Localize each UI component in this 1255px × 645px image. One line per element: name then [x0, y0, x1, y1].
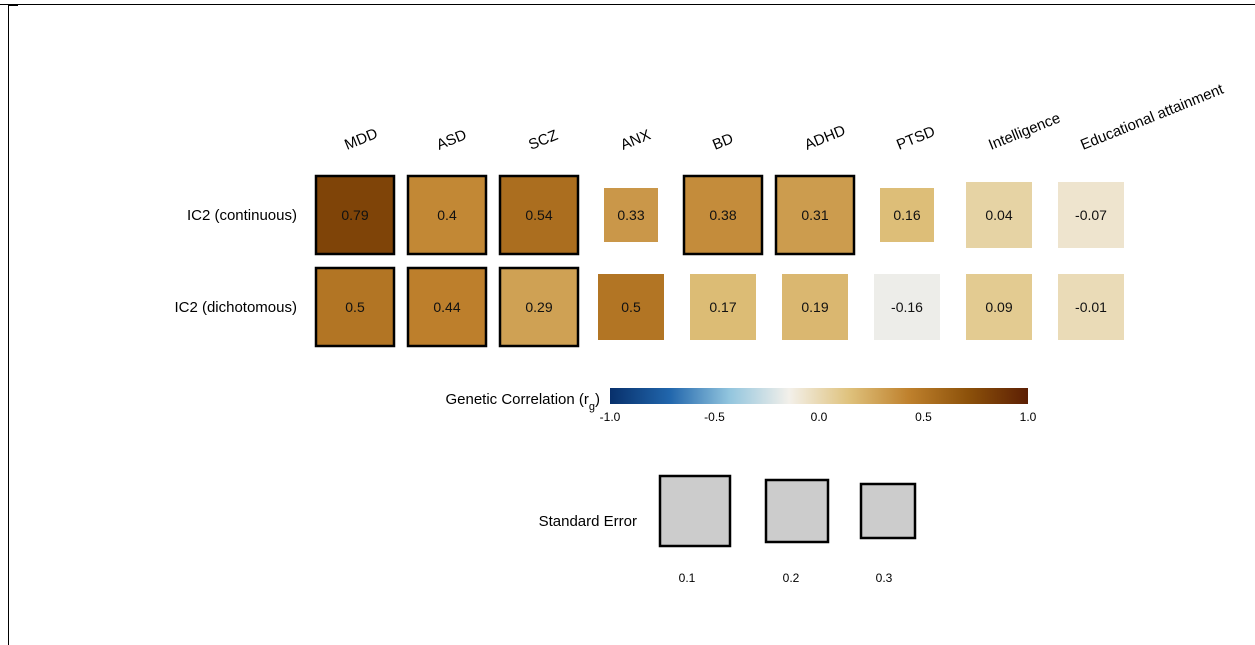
heatmap-cell: [782, 274, 848, 340]
cell-value-label: 0.4: [437, 207, 457, 223]
column-label-mdd: MDD: [342, 125, 380, 154]
heatmap-cell: [966, 274, 1032, 340]
frame-top-border: [0, 4, 1255, 5]
heatmap-cell: [314, 174, 396, 256]
column-label-scz: SCZ: [526, 127, 560, 154]
colorbar-tick-label: -0.5: [704, 410, 725, 424]
column-labels: MDD ASD SCZ ANX BD ADHD PTSD Intelligence Educat…: [342, 80, 1227, 153]
heatmap-cell: [1058, 182, 1124, 248]
cell-value-label: -0.01: [1075, 299, 1107, 315]
size-legend-title: Standard Error: [539, 513, 637, 530]
cell-value-label: -0.07: [1075, 207, 1107, 223]
size-legend-label: 0.2: [783, 571, 800, 585]
colorbar-tick-label: 0.5: [915, 410, 932, 424]
row-labels: IC2 (continuous) IC2 (dichotomous): [174, 207, 297, 316]
size-legend-label: 0.1: [679, 571, 696, 585]
heatmap-cell: [498, 266, 580, 348]
column-label-anx: ANX: [618, 126, 653, 153]
heatmap-cell: [498, 174, 580, 256]
colorbar-title-subscript: g: [589, 401, 595, 413]
cell-value-label: 0.54: [525, 207, 552, 223]
cell-value-label: 0.5: [345, 299, 365, 315]
frame-corner-tick: [8, 4, 18, 6]
heatmap-cell: [406, 174, 488, 256]
cell-value-label: 0.5: [621, 299, 641, 315]
colorbar-gradient: [610, 388, 1028, 404]
heatmap-cell: [880, 188, 934, 242]
colorbar-title-close: ): [595, 391, 600, 408]
size-legend-square: [658, 474, 732, 548]
column-label-adhd: ADHD: [802, 122, 848, 154]
colorbar-tick-label: 0.0: [811, 410, 828, 424]
colorbar-tick-label: 1.0: [1020, 410, 1037, 424]
cell-value-label: 0.19: [801, 299, 828, 315]
heatmap-cell: [966, 182, 1032, 248]
heatmap-cell: [598, 274, 664, 340]
column-label-bd: BD: [710, 130, 736, 154]
colorbar-tick-label: -1.0: [600, 410, 621, 424]
column-label-ptsd: PTSD: [894, 123, 938, 154]
size-legend-label: 0.3: [876, 571, 893, 585]
heatmap-cell: [682, 174, 764, 256]
heatmap-cell: [1058, 274, 1124, 340]
colorbar-title-text: Genetic Correlation (r: [445, 391, 588, 408]
cell-value-label: 0.17: [709, 299, 736, 315]
cell-value-label: 0.29: [525, 299, 552, 315]
cell-value-label: 0.04: [985, 207, 1012, 223]
frame-left-border: [8, 4, 9, 645]
size-legend-square: [764, 478, 830, 544]
column-label-intelligence: Intelligence: [986, 110, 1063, 154]
heatmap-cell: [314, 266, 396, 348]
colorbar-title: Genetic Correlation (rg): [445, 391, 600, 413]
colorbar-legend: Genetic Correlation (rg) -1.0 -0.5 0.0 0.5 1…: [445, 388, 1037, 424]
heatmap-cells: 0.79 0.4 0.54 0.33 0.38 0.31 0.16 0.04 -0.07 0.5 0…: [314, 174, 1124, 348]
column-label-educational-attainment: Educational attainment: [1078, 80, 1227, 153]
cell-value-label: 0.33: [617, 207, 644, 223]
heatmap-cell: [690, 274, 756, 340]
heatmap-cell: [604, 188, 658, 242]
cell-value-label: 0.44: [433, 299, 460, 315]
cell-value-label: 0.79: [341, 207, 368, 223]
cell-value-label: 0.16: [893, 207, 920, 223]
column-label-asd: ASD: [434, 126, 469, 153]
cell-value-label: 0.09: [985, 299, 1012, 315]
row-label-1: IC2 (continuous): [187, 207, 297, 224]
size-legend-items: 0.1 0.2 0.3: [658, 474, 917, 585]
standard-error-legend: Standard Error 0.1 0.2 0.3: [539, 474, 917, 585]
cell-value-label: -0.16: [891, 299, 923, 315]
heatmap-cell: [774, 174, 856, 256]
heatmap-cell: [406, 266, 488, 348]
cell-value-label: 0.38: [709, 207, 736, 223]
cell-value-label: 0.31: [801, 207, 828, 223]
heatmap-cell: [874, 274, 940, 340]
colorbar-tick-labels: -1.0 -0.5 0.0 0.5 1.0: [600, 410, 1037, 424]
size-legend-square: [859, 482, 917, 540]
row-label-2: IC2 (dichotomous): [174, 299, 297, 316]
